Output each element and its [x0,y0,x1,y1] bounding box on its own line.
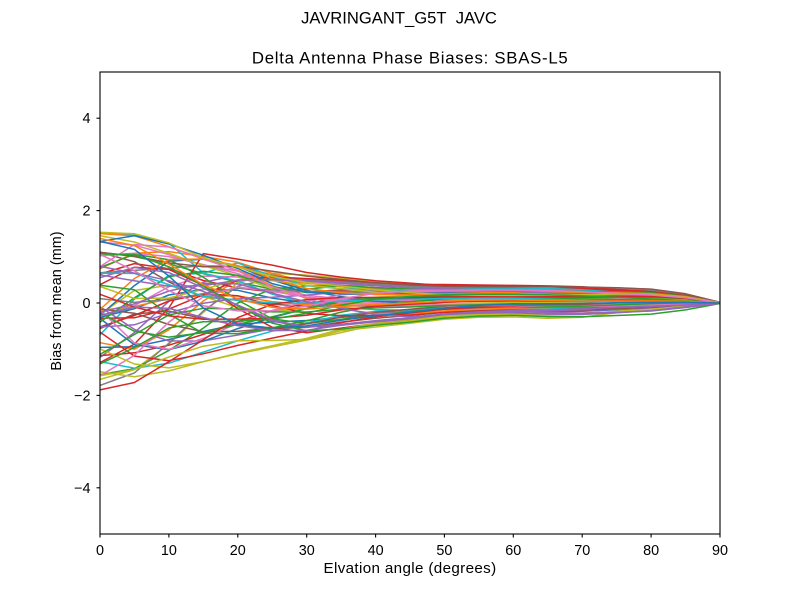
svg-text:−2: −2 [74,388,90,404]
svg-text:50: 50 [436,543,452,559]
svg-text:0: 0 [96,543,104,559]
svg-text:Elvation angle (degrees): Elvation angle (degrees) [323,560,496,577]
svg-text:30: 30 [299,543,315,559]
svg-text:80: 80 [643,543,659,559]
svg-text:−4: −4 [74,481,90,497]
svg-text:40: 40 [368,543,384,559]
svg-text:70: 70 [574,543,590,559]
svg-text:60: 60 [505,543,521,559]
svg-text:2: 2 [82,204,90,220]
svg-text:Bias from mean (mm): Bias from mean (mm) [49,231,65,370]
svg-text:90: 90 [712,543,728,559]
svg-text:20: 20 [230,543,246,559]
svg-text:4: 4 [82,111,90,127]
svg-text:0: 0 [82,296,90,312]
svg-text:Delta Antenna Phase Biases: SB: Delta Antenna Phase Biases: SBAS-L5 [252,48,569,67]
svg-text:JAVRINGANT_G5T JAVC: JAVRINGANT_G5T JAVC [301,8,497,27]
svg-text:10: 10 [161,543,177,559]
